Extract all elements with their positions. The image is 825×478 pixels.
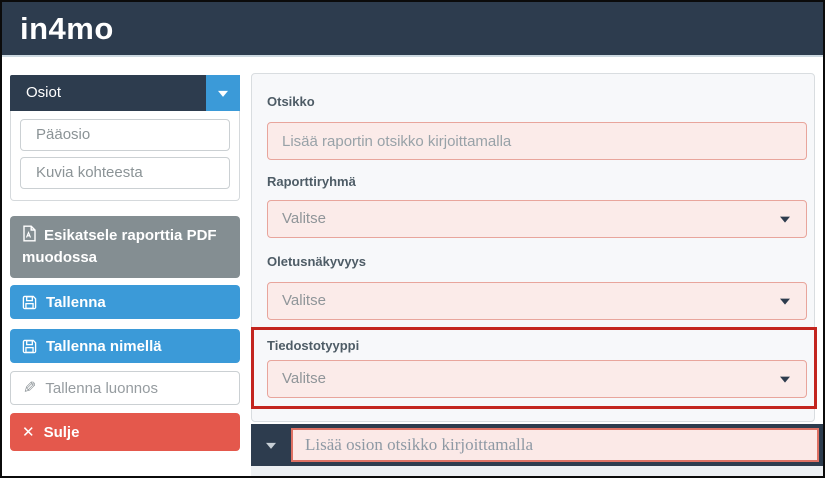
raporttiryhma-label: Raporttiryhmä (267, 174, 356, 189)
chevron-down-icon (266, 442, 276, 449)
sidebar-item-kuvia-kohteesta[interactable]: Kuvia kohteesta (20, 157, 230, 189)
default-visibility-select[interactable]: Valitse (267, 282, 807, 320)
save-as-label: Tallenna nimellä (46, 337, 162, 355)
red-highlight-annotation: Tiedostotyyppi Valitse (251, 327, 817, 409)
osiot-collapse-button[interactable] (206, 75, 240, 111)
osiot-title: Osiot (26, 84, 62, 101)
report-title-input[interactable] (267, 122, 807, 160)
top-navbar: in4mo (2, 2, 823, 57)
chevron-down-icon (780, 216, 790, 223)
section-collapse-button[interactable] (257, 429, 285, 461)
sections-list: Pääosio Kuvia kohteesta (10, 111, 240, 201)
close-icon: ✕ (22, 424, 35, 441)
pencil-icon: ✎ (23, 380, 37, 397)
in4mo-logo: in4mo (20, 11, 114, 46)
report-group-selected-value: Valitse (282, 210, 326, 227)
section-header-bar (251, 424, 823, 466)
bottom-divider (251, 466, 823, 476)
save-as-button[interactable]: Tallenna nimellä (10, 329, 240, 363)
close-label: Sulje (43, 423, 80, 441)
save-draft-label: Tallenna luonnos (45, 379, 158, 397)
chevron-down-icon (780, 376, 790, 383)
chevron-down-icon (780, 298, 790, 305)
chevron-down-icon (218, 90, 228, 97)
otsikko-label: Otsikko (267, 94, 315, 109)
default-visibility-selected-value: Valitse (282, 292, 326, 309)
report-group-select[interactable]: Valitse (267, 200, 807, 238)
file-type-selected-value: Valitse (282, 370, 326, 387)
sidebar-item-paaosio[interactable]: Pääosio (20, 119, 230, 151)
osiot-panel-header: Osiot (10, 75, 240, 111)
save-label: Tallenna (46, 293, 106, 311)
preview-pdf-label: Esikatsele raporttia PDF muodossa (22, 227, 217, 266)
pdf-file-icon (23, 225, 36, 242)
save-button[interactable]: Tallenna (10, 285, 240, 319)
save-disk-icon (22, 295, 37, 309)
oletusnakyvyys-label: Oletusnäkyvyys (267, 254, 367, 269)
tiedostotyyppi-label: Tiedostotyyppi (267, 338, 360, 353)
section-title-input[interactable] (291, 428, 819, 462)
file-type-select[interactable]: Valitse (267, 360, 807, 398)
save-draft-button[interactable]: ✎ Tallenna luonnos (10, 371, 240, 405)
close-button[interactable]: ✕ Sulje (10, 413, 240, 451)
preview-pdf-button[interactable]: Esikatsele raporttia PDF muodossa (10, 216, 240, 278)
save-disk-icon (22, 339, 37, 353)
